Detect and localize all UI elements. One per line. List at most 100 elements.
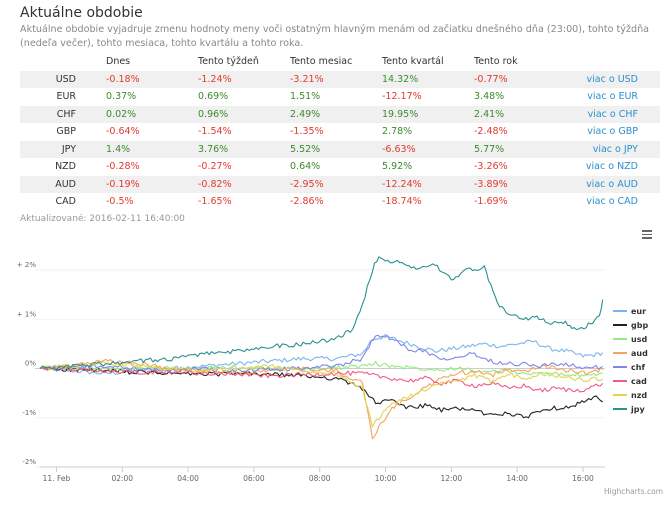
change-value: 19.95% xyxy=(376,105,468,123)
currency-detail-link[interactable]: viac o EUR xyxy=(587,91,638,102)
change-value: -0.82% xyxy=(192,175,284,193)
y-tick-label: 0% xyxy=(25,360,36,368)
header-quarter: Tento kvartál xyxy=(376,53,468,71)
legend-item-jpy[interactable]: jpy xyxy=(630,405,645,414)
change-value: -2.48% xyxy=(468,123,560,141)
header-currency xyxy=(20,53,100,71)
last-updated: Aktualizované: 2016-02-11 16:40:00 xyxy=(20,214,185,224)
currency-detail-link[interactable]: viac o JPY xyxy=(592,143,638,155)
currency-detail-link[interactable]: viac o CAD xyxy=(586,196,638,207)
x-tick-label: 08:00 xyxy=(309,474,331,483)
currency-detail-link[interactable]: viac o CHF xyxy=(587,108,638,120)
header-week: Tento týždeň xyxy=(192,53,284,71)
currency-change-table: Dnes Tento týždeň Tento mesiac Tento kva… xyxy=(20,53,660,211)
change-value: 14.32% xyxy=(376,70,468,88)
legend-item-usd[interactable]: usd xyxy=(631,335,647,344)
table-row: USD -0.18% -1.24% -3.21% 14.32% -0.77% viac o … xyxy=(20,70,660,88)
currency-detail-cell: viac o JPY xyxy=(560,140,660,158)
change-value: -3.89% xyxy=(468,175,560,193)
currency-detail-cell: viac o CAD xyxy=(560,193,660,211)
x-tick-label: 02:00 xyxy=(111,474,133,483)
change-value: -0.18% xyxy=(100,70,192,88)
change-value: 0.69% xyxy=(192,88,284,106)
currency-detail-cell: viac o AUD xyxy=(560,175,660,193)
section-title: Aktuálne obdobie xyxy=(20,5,143,21)
change-value: 5.77% xyxy=(468,140,560,158)
y-tick-label: -2% xyxy=(22,458,36,466)
change-value: 0.64% xyxy=(284,158,376,176)
change-value: 5.52% xyxy=(284,140,376,158)
series-line-aud xyxy=(39,358,604,440)
currency-code: AUD xyxy=(20,175,100,193)
legend-item-cad[interactable]: cad xyxy=(631,377,647,386)
change-value: -1.65% xyxy=(192,193,284,211)
y-tick-label: -1% xyxy=(22,409,36,417)
change-value: -18.74% xyxy=(376,193,468,211)
series-line-cad xyxy=(39,366,604,393)
header-today: Dnes xyxy=(100,53,192,71)
change-value: -1.24% xyxy=(192,70,284,88)
change-value: -1.54% xyxy=(192,123,284,141)
currency-code: CAD xyxy=(20,193,100,211)
change-value: -0.19% xyxy=(100,175,192,193)
x-tick-label: 11. Feb xyxy=(43,474,71,483)
highcharts-credits[interactable]: Highcharts.com xyxy=(604,487,664,496)
currency-detail-cell: viac o GBP xyxy=(560,123,660,141)
legend-item-eur[interactable]: eur xyxy=(631,307,646,316)
change-value: -3.26% xyxy=(468,158,560,176)
table-row: AUD -0.19% -0.82% -2.95% -12.24% -3.89% viac o… xyxy=(20,175,660,193)
currency-code: JPY xyxy=(20,140,100,158)
change-value: 0.37% xyxy=(100,88,192,106)
x-tick-label: 12:00 xyxy=(441,474,463,483)
change-value: -1.35% xyxy=(284,123,376,141)
currency-detail-link[interactable]: viac o NZD xyxy=(585,161,638,172)
series-line-eur xyxy=(39,333,604,375)
table-header-row: Dnes Tento týždeň Tento mesiac Tento kva… xyxy=(20,53,660,71)
change-value: -0.28% xyxy=(100,158,192,176)
series-line-nzd xyxy=(39,361,603,428)
currency-code: GBP xyxy=(20,123,100,141)
change-value: 0.96% xyxy=(192,105,284,123)
change-value: -2.86% xyxy=(284,193,376,211)
table-row: CHF 0.02% 0.96% 2.49% 19.95% 2.41% viac o CHF xyxy=(20,105,660,123)
currency-detail-link[interactable]: viac o USD xyxy=(586,73,638,85)
currency-code: NZD xyxy=(20,158,100,176)
currency-line-chart: 11. Feb 02:00 04:00 06:00 08:00 10:00 12:00 14:… xyxy=(17,256,648,483)
change-value: 1.51% xyxy=(284,88,376,106)
change-value: -0.5% xyxy=(100,193,192,211)
table-row: EUR 0.37% 0.69% 1.51% -12.17% 3.48% viac o EUR xyxy=(20,88,660,106)
x-tick-label: 16:00 xyxy=(572,474,594,483)
section-description: Aktuálne obdobie vyjadruje zmenu hodnoty… xyxy=(20,24,650,49)
hamburger-menu-icon[interactable] xyxy=(640,228,654,240)
legend-item-chf[interactable]: chf xyxy=(631,363,645,372)
currency-code: USD xyxy=(20,70,100,88)
legend-item-gbp[interactable]: gbp xyxy=(631,321,648,330)
currency-detail-cell: viac o USD xyxy=(560,70,660,88)
currency-code: EUR xyxy=(20,88,100,106)
change-value: -0.27% xyxy=(192,158,284,176)
change-value: -0.77% xyxy=(468,70,560,88)
table-row: NZD -0.28% -0.27% 0.64% 5.92% -3.26% viac o NZ… xyxy=(20,158,660,176)
currency-detail-cell: viac o EUR xyxy=(560,88,660,106)
y-tick-label: + 2% xyxy=(17,261,37,269)
table-row: GBP -0.64% -1.54% -1.35% 2.78% -2.48% viac o G… xyxy=(20,123,660,141)
change-value: -1.69% xyxy=(468,193,560,211)
change-value: -12.17% xyxy=(376,88,468,106)
currency-code: CHF xyxy=(20,105,100,123)
series-line-jpy xyxy=(39,256,604,370)
table-row: CAD -0.5% -1.65% -2.86% -18.74% -1.69% viac o … xyxy=(20,193,660,211)
change-value: 1.4% xyxy=(100,140,192,158)
series-line-gbp xyxy=(39,366,604,419)
change-value: -0.64% xyxy=(100,123,192,141)
legend-item-nzd[interactable]: nzd xyxy=(631,391,647,400)
change-value: 2.78% xyxy=(376,123,468,141)
change-value: -3.21% xyxy=(284,70,376,88)
change-value: -2.95% xyxy=(284,175,376,193)
legend-item-aud[interactable]: aud xyxy=(631,349,648,358)
currency-detail-link[interactable]: viac o GBP xyxy=(587,126,638,137)
change-value: 5.92% xyxy=(376,158,468,176)
currency-detail-link[interactable]: viac o AUD xyxy=(586,178,638,190)
x-tick-label: 06:00 xyxy=(243,474,265,483)
table-row: JPY 1.4% 3.76% 5.52% -6.63% 5.77% viac o JPY xyxy=(20,140,660,158)
